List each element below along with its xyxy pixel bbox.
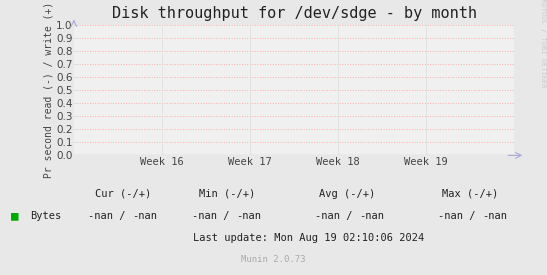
Text: ■: ■ xyxy=(11,209,19,222)
Text: -nan /: -nan / xyxy=(315,211,352,221)
Text: Max (-/+): Max (-/+) xyxy=(443,189,498,199)
Title: Disk throughput for /dev/sdge - by month: Disk throughput for /dev/sdge - by month xyxy=(112,6,476,21)
Text: Min (-/+): Min (-/+) xyxy=(199,189,255,199)
Text: -nan: -nan xyxy=(236,211,261,221)
Text: Bytes: Bytes xyxy=(30,211,61,221)
Text: Cur (-/+): Cur (-/+) xyxy=(95,189,151,199)
Text: -nan /: -nan / xyxy=(88,211,125,221)
Text: Munin 2.0.73: Munin 2.0.73 xyxy=(241,255,306,264)
Text: RRDTOOL / TOBI OETIKER: RRDTOOL / TOBI OETIKER xyxy=(540,0,546,88)
Text: Last update: Mon Aug 19 02:10:06 2024: Last update: Mon Aug 19 02:10:06 2024 xyxy=(194,233,424,243)
Text: -nan: -nan xyxy=(359,211,385,221)
Text: -nan /: -nan / xyxy=(192,211,229,221)
Y-axis label: Pr second read (-) / write (+): Pr second read (-) / write (+) xyxy=(43,2,53,178)
Text: -nan /: -nan / xyxy=(438,211,475,221)
Text: Avg (-/+): Avg (-/+) xyxy=(319,189,375,199)
Text: -nan: -nan xyxy=(132,211,158,221)
Text: -nan: -nan xyxy=(482,211,508,221)
